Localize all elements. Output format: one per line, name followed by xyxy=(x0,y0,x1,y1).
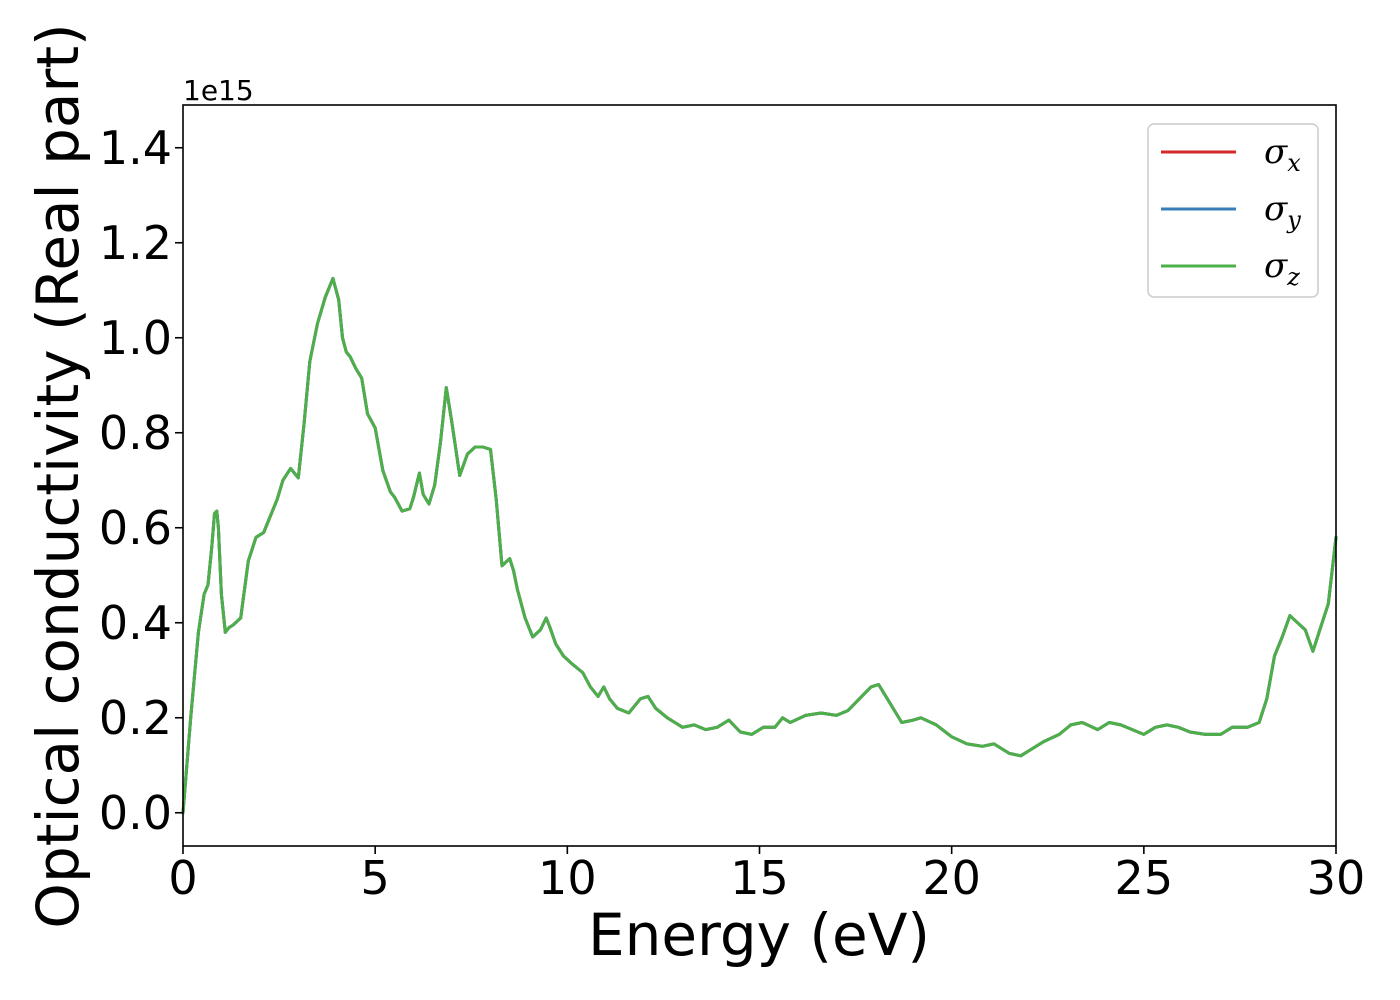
x-tick-label: 0 xyxy=(168,851,197,905)
y-tick-label: 0.8 xyxy=(99,406,172,460)
series-line-2 xyxy=(181,276,1338,815)
series-layer xyxy=(181,276,1338,815)
y-tick-label: 1.0 xyxy=(99,311,172,365)
x-tick-label: 25 xyxy=(1115,851,1174,905)
legend-label-1: σy xyxy=(1264,189,1301,234)
y-tick-label: 0.4 xyxy=(99,596,172,650)
x-tick-label: 15 xyxy=(730,851,789,905)
y-tick-label: 0.6 xyxy=(99,501,172,555)
y-tick-label: 0.0 xyxy=(99,786,172,840)
x-tick-label: 30 xyxy=(1307,851,1366,905)
y-tick-label: 1.2 xyxy=(99,216,172,270)
x-tick-label: 20 xyxy=(922,851,981,905)
y-offset-label: 1e15 xyxy=(183,74,254,107)
y-tick-label: 0.2 xyxy=(99,691,172,745)
y-tick-label: 1.4 xyxy=(99,121,172,175)
x-tick-label: 10 xyxy=(538,851,597,905)
x-axis: 0 5 10 15 20 25 30 xyxy=(168,846,1365,905)
legend: σx σy σz xyxy=(1147,123,1319,298)
y-axis-title: Optical conductivity (Real part) xyxy=(24,23,92,928)
legend-label-2: σz xyxy=(1264,246,1300,291)
x-axis-title: Energy (eV) xyxy=(588,901,930,969)
x-tick-label: 5 xyxy=(361,851,390,905)
legend-label-0: σx xyxy=(1264,132,1301,177)
y-axis: 0.0 0.2 0.4 0.6 0.8 1.0 1.2 1.4 xyxy=(99,121,183,840)
